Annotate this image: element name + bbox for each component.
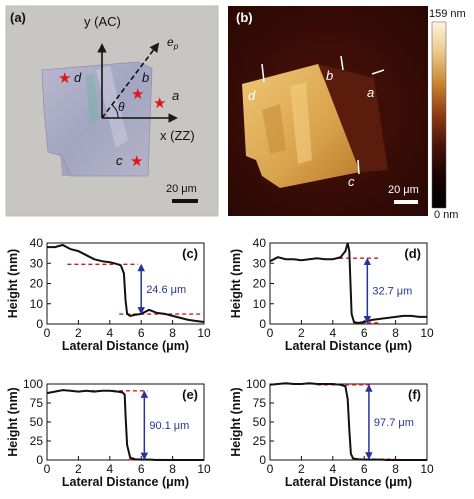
y-tick-label-f: 100: [246, 377, 266, 391]
y-tick-label-d: 10: [253, 297, 267, 311]
y-tick-label-e: 25: [30, 434, 44, 448]
panel-b-scale-bar: [394, 200, 418, 204]
chart-d: 0 2 4 6 8 10 0 10 20 30 40 Lateral Distance (μm) Hei…: [229, 236, 434, 353]
y-tick-label-e: 0: [36, 453, 43, 467]
panel-label-e: (e): [182, 387, 198, 402]
star-marker-d: ★: [58, 70, 71, 87]
height-profile-line-d: [269, 242, 427, 325]
panel-b-scale-text: 20 μm: [388, 184, 419, 196]
afm-point-label-a: a: [367, 85, 374, 100]
step-height-annotation-e: 90.1 μm: [149, 420, 189, 432]
panel-b-label: (b): [236, 10, 253, 25]
y-tick-label-f: 75: [253, 396, 267, 410]
x-tick-label-f: 6: [361, 462, 368, 476]
height-profile-line-f: [269, 382, 427, 461]
x-tick-label-d: 2: [298, 326, 305, 340]
point-label-a: a: [172, 88, 179, 103]
x-axis-label-d: Lateral Distance (μm): [285, 339, 412, 353]
y-axis-label-e: Height (nm): [6, 387, 20, 456]
panel-a-scale-bar: [172, 199, 198, 203]
star-marker-c: ★: [130, 153, 143, 170]
step-height-annotation-d: 32.7 μm: [372, 286, 412, 298]
y-tick-label-f: 25: [253, 434, 267, 448]
y-tick-label-d: 40: [253, 236, 267, 250]
colorbar-min-label: 0 nm: [434, 209, 458, 221]
x-tick-label-e: 10: [197, 462, 211, 476]
x-tick-label-c: 8: [169, 326, 176, 340]
y-tick-label-c: 40: [30, 236, 44, 250]
height-profile-line-c: [47, 243, 205, 323]
x-tick-label-f: 10: [420, 462, 434, 476]
y-tick-label-e: 100: [23, 377, 43, 391]
x-tick-label-e: 0: [44, 462, 51, 476]
y-tick-label-c: 0: [36, 317, 43, 331]
star-marker-a: ★: [153, 95, 166, 112]
x-tick-label-d: 0: [267, 326, 274, 340]
y-tick-label-d: 20: [253, 277, 267, 291]
y-tick-label-c: 10: [30, 297, 44, 311]
point-label-d: d: [74, 70, 82, 85]
y-tick-label-e: 75: [30, 396, 44, 410]
afm-point-label-b: b: [326, 68, 333, 83]
panel-label-f: (f): [408, 387, 421, 402]
y-axis-label-c: Height (nm): [6, 249, 20, 318]
x-tick-label-f: 2: [298, 462, 305, 476]
x-tick-label-e: 6: [138, 462, 145, 476]
panel-a-optical-image: (a) y (AC) x (ZZ) ep θ d b a c ★ ★ ★ ★ 2…: [5, 5, 219, 217]
y-tick-label-e: 50: [30, 415, 44, 429]
step-height-annotation-c: 24.6 μm: [146, 284, 186, 296]
x-tick-label-d: 10: [420, 326, 434, 340]
star-marker-b: ★: [131, 86, 144, 103]
y-tick-label-d: 30: [253, 256, 267, 270]
panel-label-d: (d): [404, 246, 421, 261]
panel-b-afm-image: (b) b a d c 20 μm 159 nm 0 nm: [228, 6, 466, 221]
x-tick-label-e: 4: [106, 462, 113, 476]
y-axis-label-f: Height (nm): [229, 387, 243, 456]
chart-c: 0 2 4 6 8 10 0 10 20 30 40 Lateral Distance (μm) Hei…: [6, 236, 211, 353]
x-tick-label-c: 0: [44, 326, 51, 340]
y-tick-label-f: 50: [253, 415, 267, 429]
panel-label-c: (c): [182, 246, 198, 261]
x-axis-zz-label: x (ZZ): [160, 128, 195, 143]
x-tick-label-f: 4: [329, 462, 336, 476]
afm-point-label-d: d: [248, 88, 256, 103]
step-height-annotation-f: 97.7 μm: [374, 417, 414, 429]
point-label-c: c: [116, 153, 123, 168]
y-tick-label-c: 30: [30, 256, 44, 270]
x-axis-label-e: Lateral Distance (μm): [62, 475, 189, 489]
x-tick-label-d: 6: [361, 326, 368, 340]
panel-a-label: (a): [10, 10, 26, 25]
height-profile-line-e: [46, 389, 204, 461]
afm-point-label-c: c: [348, 174, 355, 189]
y-tick-label-f: 0: [259, 453, 266, 467]
x-tick-label-f: 8: [392, 462, 399, 476]
x-tick-label-f: 0: [267, 462, 274, 476]
panel-a-scale-text: 20 μm: [166, 183, 197, 195]
point-label-b: b: [142, 70, 149, 85]
x-tick-label-d: 4: [329, 326, 336, 340]
y-tick-label-c: 20: [30, 277, 44, 291]
x-tick-label-c: 10: [197, 326, 211, 340]
theta-label: θ: [118, 100, 125, 114]
x-tick-label-c: 6: [138, 326, 145, 340]
x-tick-label-e: 2: [75, 462, 82, 476]
x-tick-label-e: 8: [169, 462, 176, 476]
colorbar: [431, 21, 447, 209]
ep-label: ep: [167, 35, 179, 51]
y-axis-label-d: Height (nm): [229, 249, 243, 318]
x-tick-label-d: 8: [392, 326, 399, 340]
colorbar-max-label: 159 nm: [429, 8, 466, 20]
x-axis-label-f: Lateral Distance (μm): [285, 475, 412, 489]
x-tick-label-c: 2: [75, 326, 82, 340]
x-axis-label-c: Lateral Distance (μm): [62, 339, 189, 353]
x-tick-label-c: 4: [106, 326, 113, 340]
y-axis-ac-label: y (AC): [84, 14, 121, 29]
y-tick-label-d: 0: [259, 317, 266, 331]
